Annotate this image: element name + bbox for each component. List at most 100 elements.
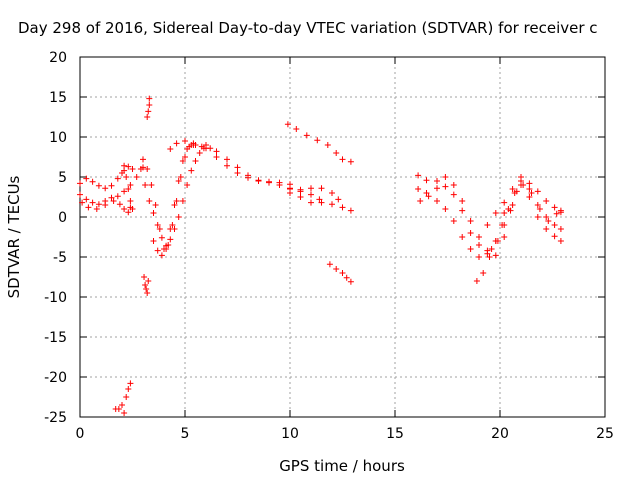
data-point [551, 233, 558, 240]
data-point [484, 250, 491, 257]
y-tick-label: 15 [49, 90, 67, 106]
data-point [142, 282, 149, 288]
data-point [492, 210, 499, 216]
data-point [85, 204, 92, 211]
data-point [543, 214, 550, 220]
data-point [459, 198, 466, 204]
data-point [297, 194, 304, 200]
series-spike-low [112, 380, 134, 416]
series-track-main-d [287, 185, 342, 203]
data-point [343, 274, 350, 281]
data-point [551, 204, 558, 211]
data-point [459, 207, 466, 214]
series-track-right-b [415, 178, 564, 259]
data-point [146, 198, 153, 204]
data-point [308, 199, 314, 206]
data-point [203, 142, 209, 148]
data-point [154, 222, 161, 228]
y-axis-label: SDTVAR / TECUs [5, 175, 23, 298]
data-point [467, 230, 474, 236]
data-point [333, 266, 340, 272]
data-point [501, 210, 508, 216]
data-point [93, 206, 100, 212]
data-point [102, 202, 109, 208]
data-point [182, 154, 188, 160]
data-point [175, 214, 182, 220]
data-point [287, 186, 293, 192]
chart-title: Day 298 of 2016, Sidereal Day-to-day VTE… [18, 19, 598, 37]
series-track-main-a [192, 142, 323, 203]
data-point [335, 196, 342, 203]
data-point [534, 214, 541, 220]
data-point [171, 202, 178, 208]
data-point [528, 190, 535, 196]
data-point [284, 121, 291, 128]
data-points [77, 95, 564, 416]
y-tick-label: -20 [44, 370, 67, 386]
data-point [234, 164, 241, 171]
data-point [213, 148, 220, 155]
data-point [417, 198, 424, 204]
data-point [526, 186, 533, 192]
x-tick-label: 15 [386, 426, 404, 442]
data-point [484, 222, 491, 228]
data-point [543, 226, 550, 232]
data-point [543, 198, 550, 204]
series-track-right-d [473, 182, 564, 284]
data-point [347, 158, 354, 165]
series-track-dip-c [150, 142, 195, 259]
data-point [339, 156, 346, 163]
data-point [127, 198, 134, 204]
data-point [245, 172, 251, 179]
series-track-early-a [77, 164, 146, 208]
x-tick-label: 10 [281, 426, 299, 442]
series-spike-mid [141, 274, 152, 296]
data-point [148, 182, 155, 188]
data-point [520, 182, 527, 188]
data-point [536, 206, 543, 212]
data-point [476, 242, 482, 248]
data-point [534, 202, 541, 208]
grid [80, 57, 605, 417]
data-point [188, 167, 195, 174]
series-track-late-low [326, 261, 354, 285]
data-point [333, 150, 340, 156]
data-point [110, 198, 117, 204]
data-point [308, 191, 314, 198]
data-point [476, 254, 482, 260]
data-point [145, 278, 152, 284]
data-point [423, 190, 430, 196]
data-point [121, 206, 128, 212]
data-point [339, 204, 346, 211]
data-point [276, 179, 283, 186]
data-point [501, 222, 508, 228]
data-point [108, 194, 115, 201]
data-point [129, 166, 136, 172]
y-tick-label: -10 [44, 290, 67, 306]
data-point [163, 246, 170, 252]
series-track-early-d [119, 162, 136, 212]
x-axis-label: GPS time / hours [279, 457, 405, 475]
data-point [119, 170, 125, 176]
data-point [347, 207, 354, 214]
data-point [234, 170, 241, 176]
data-point [165, 242, 172, 248]
data-point [545, 218, 552, 224]
data-point [89, 178, 96, 185]
data-point [255, 177, 262, 184]
series-track-dip-a [137, 145, 207, 249]
data-point [526, 194, 533, 200]
data-point [450, 218, 457, 224]
data-point [551, 222, 558, 228]
data-point [152, 202, 159, 208]
data-point [318, 199, 325, 206]
y-tick-label: -25 [44, 410, 67, 426]
data-point [144, 290, 151, 296]
data-point [150, 238, 157, 244]
data-point [140, 156, 146, 163]
x-tick-label: 20 [491, 426, 509, 442]
data-point [415, 186, 422, 192]
data-point [177, 174, 184, 180]
data-point [102, 185, 109, 192]
series-track-late-high [284, 121, 354, 165]
